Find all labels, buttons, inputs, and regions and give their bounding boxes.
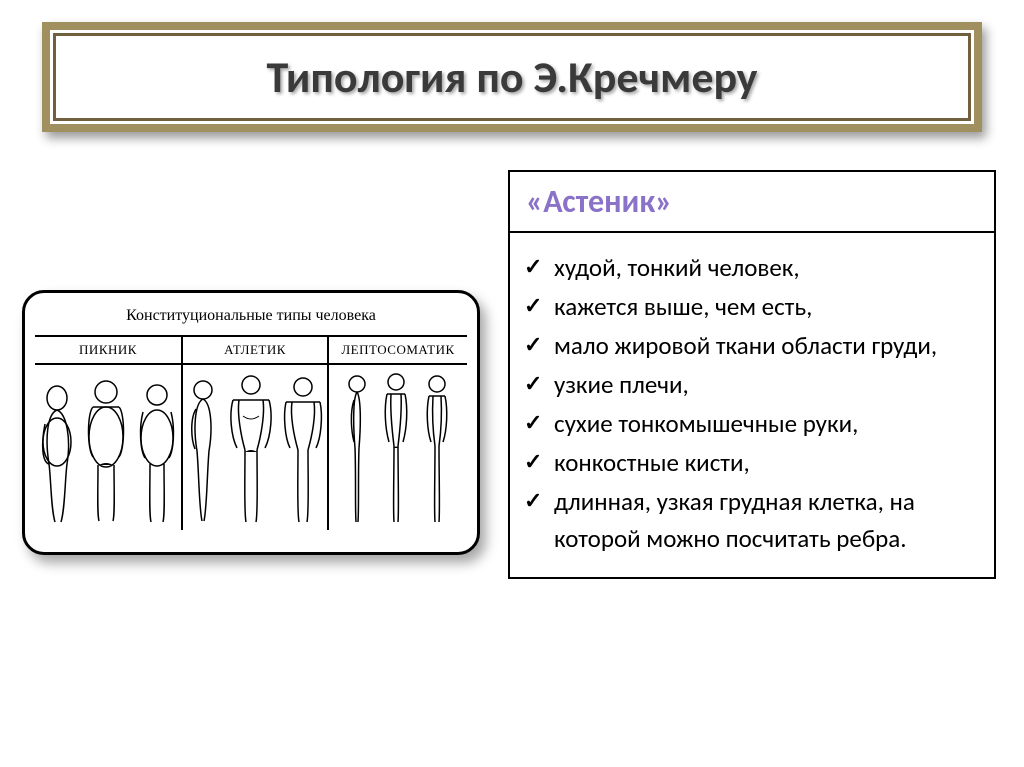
info-box: «Астеник» худой, тонкий человек, кажется… bbox=[508, 170, 996, 579]
figure-icon bbox=[420, 374, 454, 524]
figure-icon bbox=[227, 374, 275, 524]
type-col-lepto: ЛЕПТОСОМАТИК bbox=[329, 337, 467, 530]
figures-lepto bbox=[329, 365, 467, 530]
body-types-diagram: Конституциональные типы человека ПИКНИК bbox=[22, 290, 480, 555]
figures-pyknic bbox=[35, 365, 181, 530]
figure-icon bbox=[83, 379, 129, 524]
title-frame: Типология по Э.Кречмеру bbox=[42, 22, 982, 132]
figure-icon bbox=[281, 376, 325, 524]
list-item: конкостные кисти, bbox=[554, 444, 982, 481]
figure-icon bbox=[135, 382, 179, 524]
figure-icon bbox=[378, 372, 414, 524]
list-item: сухие тонкомышечные руки, bbox=[554, 405, 982, 442]
type-header: АТЛЕТИК bbox=[183, 337, 327, 365]
list-item: мало жировой ткани области груди, bbox=[554, 327, 982, 364]
type-header: ЛЕПТОСОМАТИК bbox=[329, 337, 467, 365]
type-col-athletic: АТЛЕТИК bbox=[183, 337, 329, 530]
list-item: длинная, узкая грудная клетка, на которо… bbox=[554, 483, 982, 557]
list-item: худой, тонкий человек, bbox=[554, 249, 982, 286]
info-list: худой, тонкий человек, кажется выше, чем… bbox=[510, 233, 994, 577]
type-col-pyknic: ПИКНИК bbox=[35, 337, 183, 530]
figure-icon bbox=[185, 379, 221, 524]
page-title: Типология по Э.Кречмеру bbox=[266, 50, 757, 104]
diagram-title: Конституциональные типы человека bbox=[35, 307, 467, 325]
figure-icon bbox=[342, 374, 372, 524]
list-item: узкие плечи, bbox=[554, 366, 982, 403]
figures-athletic bbox=[183, 365, 327, 530]
figure-icon bbox=[37, 384, 77, 524]
list-item: кажется выше, чем есть, bbox=[554, 288, 982, 325]
types-row: ПИКНИК bbox=[35, 335, 467, 530]
type-header: ПИКНИК bbox=[35, 337, 181, 365]
info-header: «Астеник» bbox=[510, 172, 994, 233]
